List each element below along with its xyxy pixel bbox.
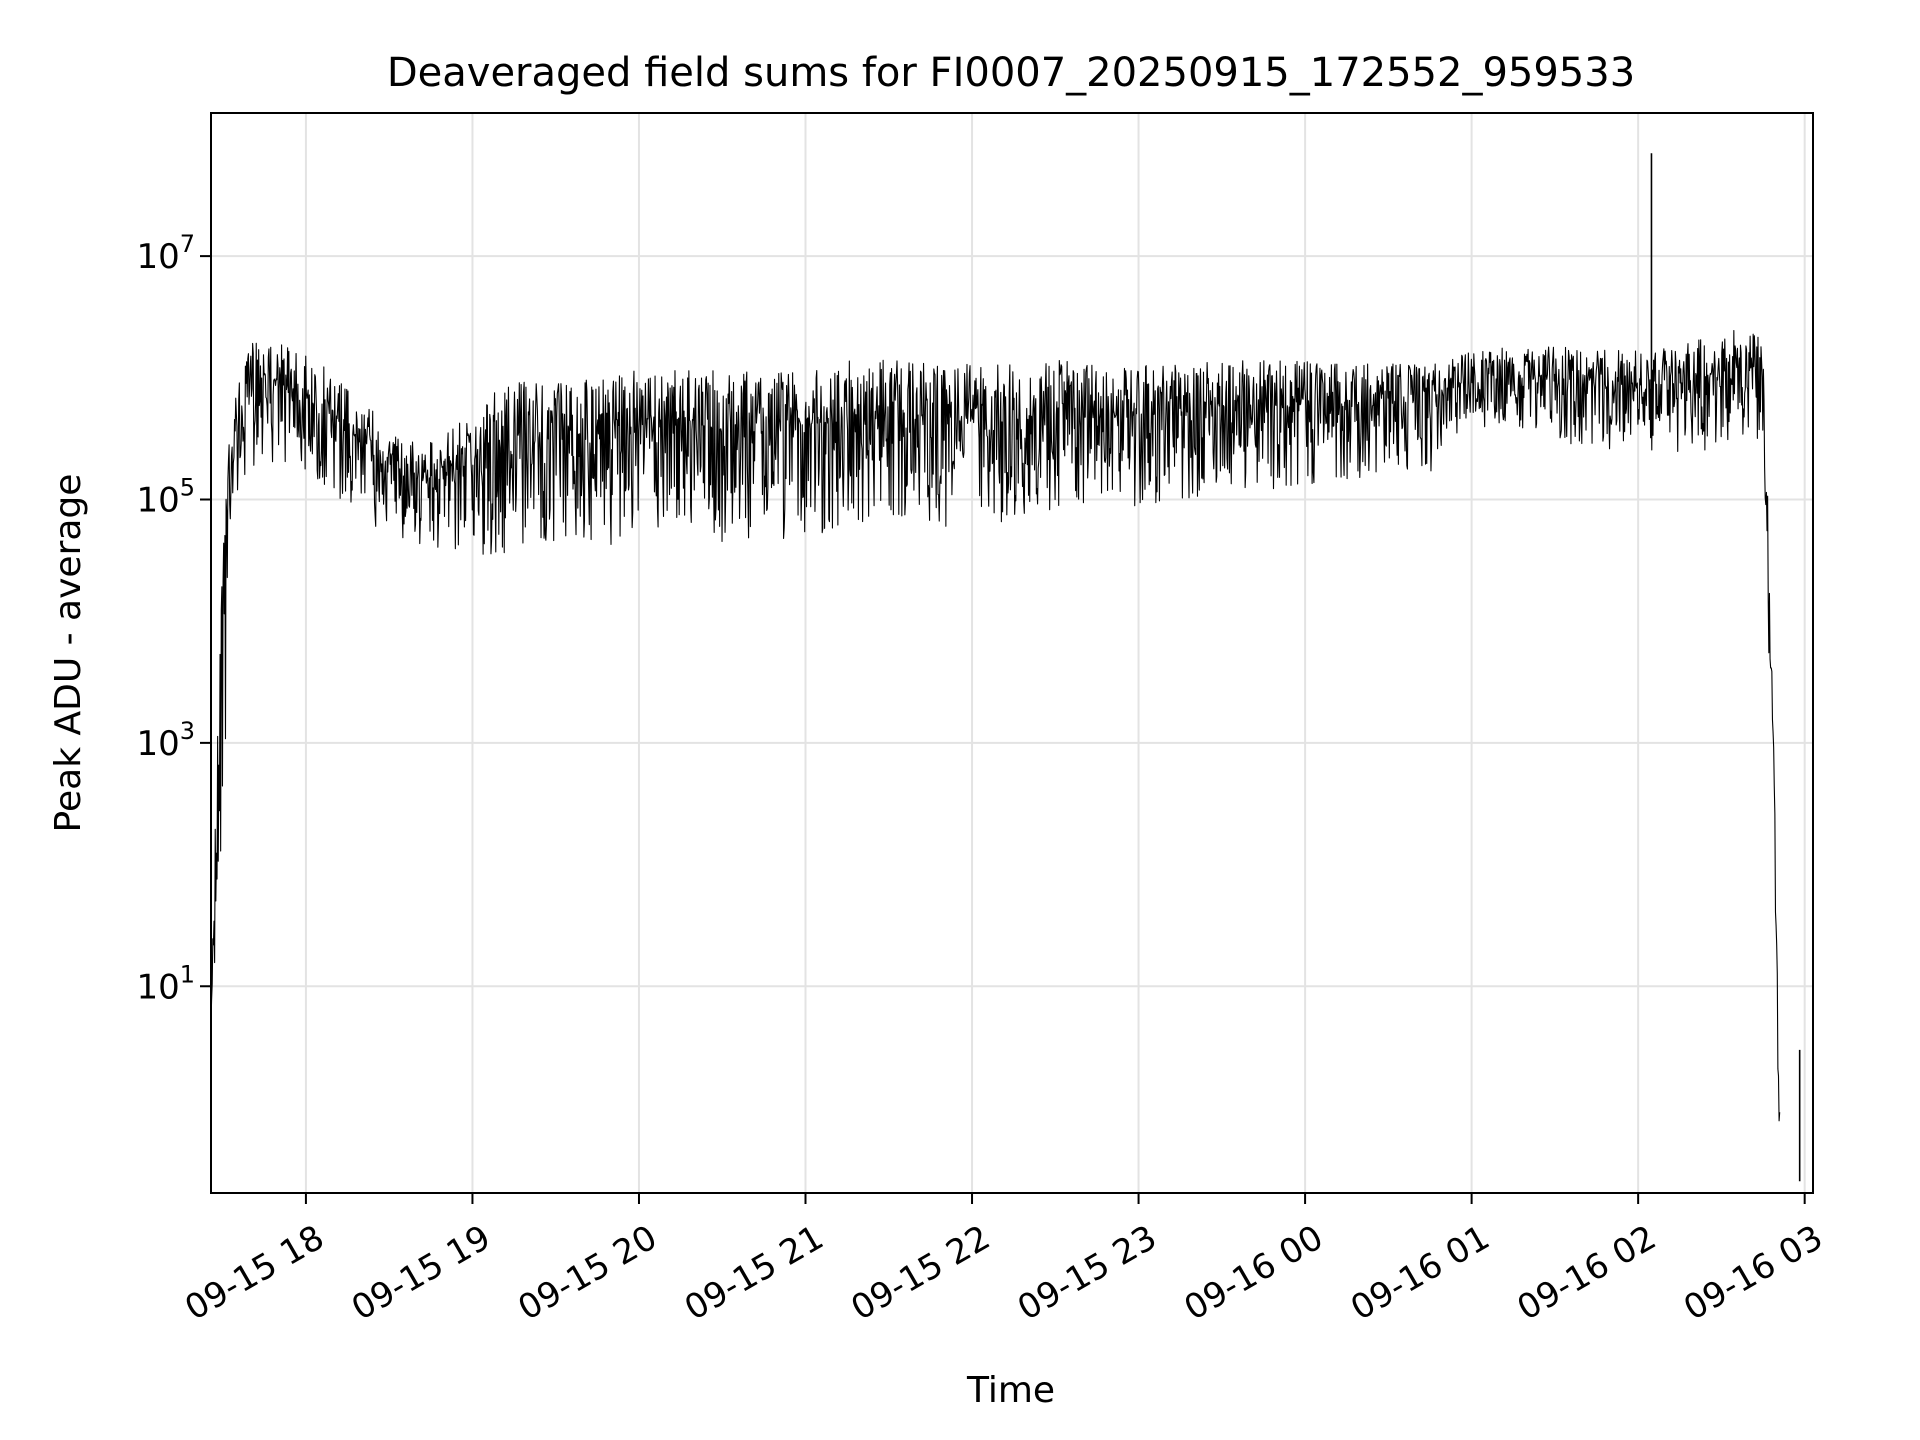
series-line <box>211 330 1781 1122</box>
y-axis: 101 103 105 107 <box>136 230 211 1007</box>
series-layer <box>211 153 1801 1182</box>
chart-title: Deaveraged field sums for FI0007_2025091… <box>387 50 1635 96</box>
y-tick-label: 107 <box>136 230 195 277</box>
x-axis-label: Time <box>966 1370 1055 1411</box>
y-tick-label: 103 <box>136 717 195 764</box>
y-tick-label: 105 <box>136 473 195 520</box>
plot-frame <box>210 112 1814 1194</box>
grid <box>211 113 1813 1193</box>
y-axis-label: Peak ADU - average <box>48 474 89 833</box>
y-tick-label: 101 <box>136 960 195 1007</box>
